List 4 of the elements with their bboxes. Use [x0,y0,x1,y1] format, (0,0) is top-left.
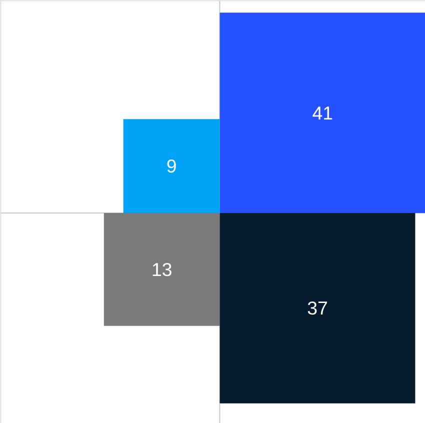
data-label: 9 [166,156,177,177]
data-label: 37 [307,298,328,319]
data-label: 41 [312,102,334,124]
data-label: 13 [151,258,172,280]
